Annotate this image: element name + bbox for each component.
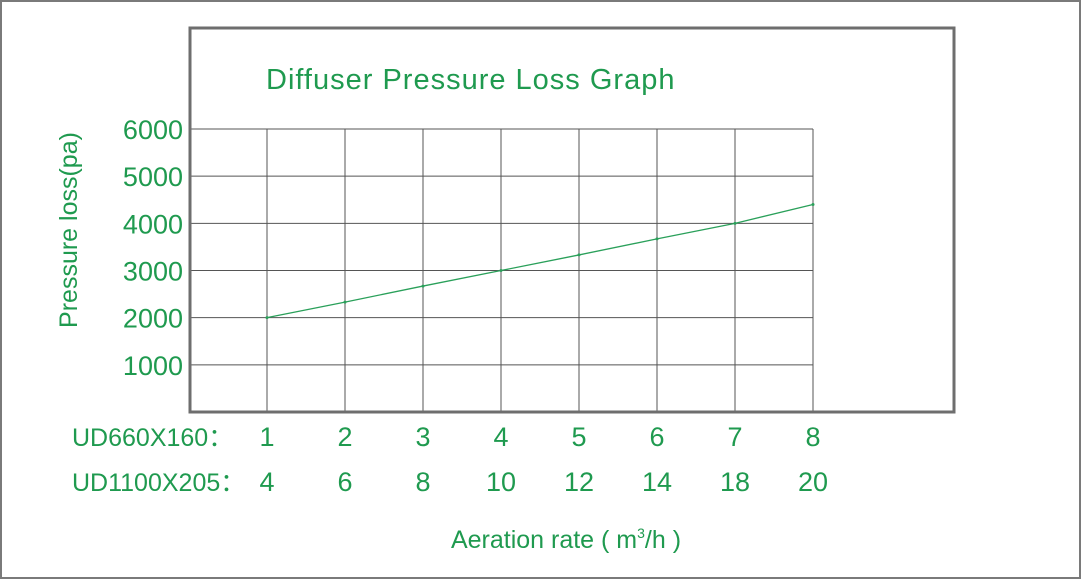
series-line — [266, 203, 814, 319]
x-axis-label-main: Aeration rate ( m — [451, 526, 637, 554]
y-tick-label: 3000 — [123, 257, 183, 287]
x-tick-label: 2 — [337, 422, 352, 452]
data-point — [577, 253, 581, 257]
x-tick-label: 6 — [337, 467, 352, 497]
x-row-label: UD660X160： — [72, 424, 233, 452]
data-point — [733, 221, 737, 225]
x-tick-label: 8 — [805, 422, 820, 452]
x-axis-label-superscript: 3 — [637, 525, 645, 541]
y-tick-labels: 1000 2000 3000 4000 5000 6000 — [123, 115, 183, 381]
x-tick-label: 10 — [486, 467, 516, 497]
data-point — [499, 269, 503, 272]
y-tick-label: 6000 — [123, 115, 183, 145]
x-tick-label: 4 — [259, 467, 274, 497]
x-tick-label: 1 — [259, 422, 274, 452]
data-point — [421, 284, 425, 288]
x-row-label: UD1100X205： — [72, 469, 245, 497]
x-tick-label: 7 — [727, 422, 742, 452]
x-tick-label: 12 — [564, 467, 594, 497]
y-axis-label: Pressure loss(pa) — [55, 132, 83, 328]
data-point — [343, 300, 347, 304]
x-axis-label: Aeration rate ( m3/h ) — [451, 525, 681, 554]
x-tick-label: 6 — [649, 422, 664, 452]
y-tick-label: 4000 — [123, 209, 183, 239]
data-point — [811, 202, 815, 206]
y-tick-label: 2000 — [123, 304, 183, 334]
y-tick-label: 1000 — [123, 351, 183, 381]
x-tick-label: 5 — [571, 422, 586, 452]
x-tick-label: 20 — [798, 467, 828, 497]
grid — [190, 128, 814, 412]
x-tick-label: 4 — [493, 422, 508, 452]
x-tick-label: 8 — [415, 467, 430, 497]
data-point — [655, 237, 659, 241]
x-tick-label: 14 — [642, 467, 672, 497]
data-point — [265, 316, 269, 320]
plot-border — [188, 26, 956, 414]
x-tick-label: 3 — [415, 422, 430, 452]
x-axis-label-unit: /h ) — [645, 526, 681, 554]
series-group — [265, 202, 815, 320]
y-tick-label: 5000 — [123, 162, 183, 192]
x-tick-label: 18 — [720, 467, 750, 497]
chart-title: Diffuser Pressure Loss Graph — [266, 64, 675, 96]
